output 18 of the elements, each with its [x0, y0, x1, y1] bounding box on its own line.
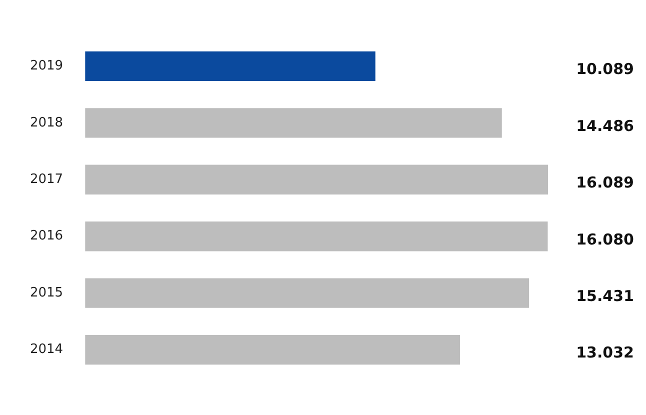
data-label: 13.032 [576, 344, 634, 362]
bar [85, 108, 502, 138]
y-tick-label: 2015 [30, 285, 64, 300]
y-tick-label: 2018 [30, 115, 64, 130]
data-label: 16.080 [576, 230, 634, 248]
data-label: 15.431 [576, 286, 634, 305]
data-label: 14.486 [576, 116, 634, 135]
bar [85, 278, 530, 308]
bar [85, 222, 548, 252]
data-label: 10.089 [576, 60, 634, 78]
y-tick-label: 2016 [30, 228, 64, 244]
bar [85, 335, 460, 365]
y-tick-label: 2014 [30, 342, 64, 358]
y-tick-label: 2017 [30, 172, 64, 188]
bar [85, 51, 376, 81]
data-label: 16.089 [576, 174, 634, 192]
y-tick-label: 2019 [30, 58, 64, 74]
bar [85, 164, 548, 194]
